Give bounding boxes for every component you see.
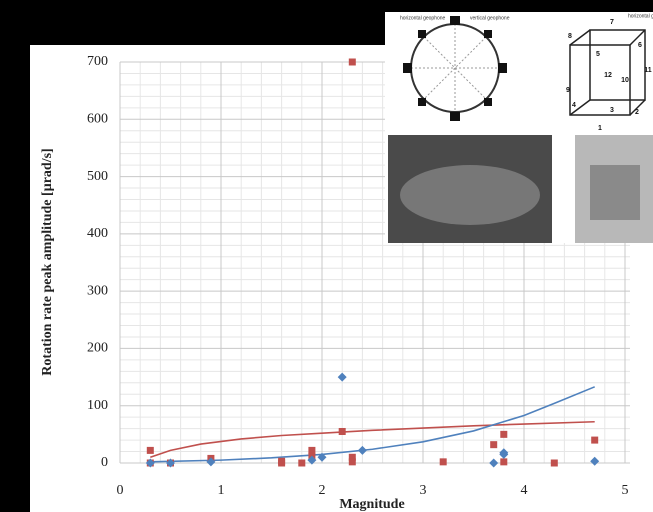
inset-label: vertical geophone [470, 15, 510, 21]
cube-number: 4 [572, 102, 576, 109]
x-tick-label: 4 [521, 483, 528, 498]
y-tick-label: 100 [87, 398, 108, 413]
y-tick-label: 0 [101, 455, 108, 470]
point [298, 460, 305, 467]
point [339, 428, 346, 435]
cube-number: 11 [644, 67, 652, 74]
x-tick-label: 2 [319, 483, 326, 498]
point [551, 460, 558, 467]
y-tick-label: 600 [87, 112, 108, 127]
y-tick-label: 200 [87, 341, 108, 356]
cube-number: 9 [566, 87, 570, 94]
point [349, 458, 356, 465]
cube-number: 3 [610, 107, 614, 114]
x-tick-label: 5 [622, 483, 629, 498]
cube-number: 6 [638, 42, 642, 49]
cube-photo-frame [590, 165, 640, 220]
ring-photo-plate [400, 165, 540, 225]
inset-label: horizontal geophone [400, 15, 446, 21]
point [591, 437, 598, 444]
y-axis-title: Rotation rate peak amplitude [µrad/s] [40, 148, 55, 375]
y-tick-label: 700 [87, 54, 108, 69]
cube-number: 5 [596, 51, 600, 58]
cube-number: 10 [621, 77, 629, 84]
cube-number: 12 [604, 72, 612, 79]
x-tick-label: 0 [117, 483, 124, 498]
cube-number: 1 [598, 125, 602, 132]
inset-figure: horizontal geophone vertical geophone hori… [385, 12, 653, 243]
point [500, 431, 507, 438]
y-tick-label: 500 [87, 169, 108, 184]
point [349, 59, 356, 66]
y-tick-label: 400 [87, 226, 108, 241]
x-tick-label: 3 [420, 483, 427, 498]
point [500, 458, 507, 465]
chart: 0100200300400500600700012345 Rotation ra… [0, 0, 653, 512]
x-tick-label: 1 [218, 483, 225, 498]
point [278, 460, 285, 467]
cube-number: 2 [635, 109, 639, 116]
point [440, 458, 447, 465]
point [490, 441, 497, 448]
cube-number: 8 [568, 33, 572, 40]
x-axis-title: Magnitude [339, 497, 404, 512]
point [147, 447, 154, 454]
inset-label: horizontal geophone [628, 13, 653, 19]
cube-number: 7 [610, 19, 614, 26]
y-tick-label: 300 [87, 283, 108, 298]
